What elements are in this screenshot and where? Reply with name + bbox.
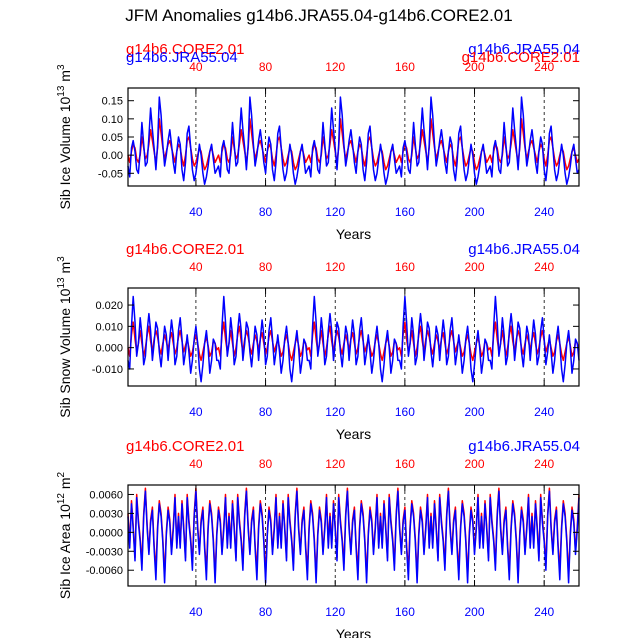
y-tick-label: 0.00 bbox=[102, 150, 123, 162]
series-line-jra bbox=[127, 96, 580, 185]
y-tick-label: 0.000 bbox=[95, 343, 123, 355]
legend-left-0: g14b6.CORE2.01 bbox=[126, 41, 244, 58]
x-axis-title: Years bbox=[336, 426, 371, 442]
legend-right-0: g14b6.JRA55.04 bbox=[468, 41, 580, 58]
y-tick-label: 0.10 bbox=[102, 114, 123, 126]
y-tick-label: -0.05 bbox=[98, 168, 123, 180]
y-axis-title-ylabel-unit-tail: m bbox=[57, 262, 73, 278]
panel-snow-volume: -0.010 0.000 0.010 0.020 40 80 120 160 200 240 40 8… bbox=[56, 241, 580, 442]
page-title: JFM Anomalies g14b6.JRA55.04-g14b6.CORE2… bbox=[125, 6, 513, 25]
y-axis-title-ylabel-unit: 10 bbox=[57, 504, 73, 520]
series-line-jra bbox=[127, 295, 580, 383]
x-tick-label-top: 200 bbox=[465, 457, 485, 471]
y-axis-title: Sib Snow Volume 1013 m3 bbox=[56, 256, 73, 418]
series-line-jra bbox=[127, 490, 580, 584]
x-tick-label-top: 40 bbox=[189, 60, 203, 74]
y-axis-title-ylabel-unit: 10 bbox=[57, 96, 73, 112]
x-tick-label-top: 120 bbox=[325, 457, 345, 471]
y-tick-label: 0.05 bbox=[102, 132, 123, 144]
legend-right-1: g14b6.CORE2.01 bbox=[462, 49, 580, 66]
y-axis-title: Sib Ice Volume 1013 m3 bbox=[56, 64, 73, 210]
y-axis-title-ylabel-unit-tail-exp: 3 bbox=[56, 256, 67, 262]
x-tick-label-bottom: 120 bbox=[325, 205, 345, 219]
x-tick-label-top: 160 bbox=[395, 60, 415, 74]
legend-right-0: g14b6.JRA55.04 bbox=[468, 438, 580, 455]
panel-ice-volume: -0.05 0.00 0.05 0.10 0.15 40 80 120 160 200 240 40 8… bbox=[56, 41, 580, 242]
y-axis-title-ylabel-unit-exp: 13 bbox=[56, 85, 67, 97]
y-tick-label: 0.15 bbox=[102, 96, 123, 108]
y-axis-title: Sib Ice Area 1012 m2 bbox=[56, 471, 73, 599]
y-axis-title-ylabel-unit-tail-exp: 2 bbox=[56, 471, 67, 477]
x-tick-label-bottom: 80 bbox=[259, 205, 273, 219]
x-tick-label-bottom: 120 bbox=[325, 405, 345, 419]
x-tick-label-bottom: 80 bbox=[259, 405, 273, 419]
y-tick-label: 0.0030 bbox=[89, 508, 123, 520]
x-tick-label-top: 240 bbox=[534, 60, 554, 74]
x-tick-label-bottom: 240 bbox=[534, 205, 554, 219]
legend-left-0: g14b6.CORE2.01 bbox=[126, 438, 244, 455]
x-tick-label-bottom: 200 bbox=[465, 405, 485, 419]
x-tick-label-top: 80 bbox=[259, 457, 273, 471]
x-axis-title: Years bbox=[336, 626, 371, 638]
x-tick-label-bottom: 160 bbox=[395, 405, 415, 419]
x-tick-label-top: 80 bbox=[259, 260, 273, 274]
x-tick-label-top: 240 bbox=[534, 457, 554, 471]
legend-left-0: g14b6.CORE2.01 bbox=[126, 241, 244, 258]
x-tick-label-top: 120 bbox=[325, 60, 345, 74]
y-axis-title-ylabel: Sib Ice Area bbox=[57, 520, 73, 599]
x-tick-label-top: 240 bbox=[534, 260, 554, 274]
x-axis-title: Years bbox=[336, 226, 371, 242]
y-axis-title-ylabel-unit-exp: 12 bbox=[56, 493, 67, 505]
y-tick-label: 0.020 bbox=[95, 300, 123, 312]
x-tick-label-bottom: 240 bbox=[534, 605, 554, 619]
y-tick-label: 0.0000 bbox=[89, 527, 123, 539]
x-tick-label-top: 40 bbox=[189, 457, 203, 471]
x-tick-label-top: 200 bbox=[465, 60, 485, 74]
y-tick-label: 0.010 bbox=[95, 321, 123, 333]
y-axis-title-ylabel-unit-tail: m bbox=[57, 477, 73, 493]
y-tick-label: 0.0060 bbox=[89, 489, 123, 501]
y-axis-title-ylabel-unit-exp: 13 bbox=[56, 277, 67, 289]
x-tick-label-top: 200 bbox=[465, 260, 485, 274]
x-tick-label-bottom: 40 bbox=[189, 205, 203, 219]
x-tick-label-bottom: 40 bbox=[189, 405, 203, 419]
y-tick-label: -0.0030 bbox=[86, 546, 123, 558]
x-tick-label-top: 160 bbox=[395, 457, 415, 471]
y-axis-title-ylabel: Sib Snow Volume bbox=[57, 304, 73, 418]
x-tick-label-top: 120 bbox=[325, 260, 345, 274]
x-tick-label-bottom: 240 bbox=[534, 405, 554, 419]
y-tick-label: -0.0060 bbox=[86, 565, 123, 577]
x-tick-label-top: 160 bbox=[395, 260, 415, 274]
plot-frame bbox=[127, 287, 580, 387]
y-axis-title-ylabel: Sib Ice Volume bbox=[57, 112, 73, 209]
x-tick-label-bottom: 120 bbox=[325, 605, 345, 619]
y-axis-title-ylabel-unit: 10 bbox=[57, 288, 73, 304]
x-tick-label-bottom: 200 bbox=[465, 205, 485, 219]
x-tick-label-bottom: 200 bbox=[465, 605, 485, 619]
legend-right-0: g14b6.JRA55.04 bbox=[468, 241, 580, 258]
legend-left-1: g14b6.JRA55.04 bbox=[126, 49, 238, 66]
y-axis-title-ylabel-unit-tail-exp: 3 bbox=[56, 64, 67, 70]
x-tick-label-bottom: 160 bbox=[395, 605, 415, 619]
plot-frame bbox=[127, 484, 580, 587]
x-tick-label-top: 40 bbox=[189, 260, 203, 274]
x-tick-label-top: 80 bbox=[259, 60, 273, 74]
y-axis-title-ylabel-unit-tail: m bbox=[57, 70, 73, 86]
x-tick-label-bottom: 40 bbox=[189, 605, 203, 619]
panel-ice-area: -0.0060 -0.0030 0.0000 0.0030 0.0060 40 80 120 1… bbox=[56, 438, 580, 638]
x-tick-label-bottom: 80 bbox=[259, 605, 273, 619]
x-tick-label-bottom: 160 bbox=[395, 205, 415, 219]
y-tick-label: -0.010 bbox=[92, 364, 123, 376]
